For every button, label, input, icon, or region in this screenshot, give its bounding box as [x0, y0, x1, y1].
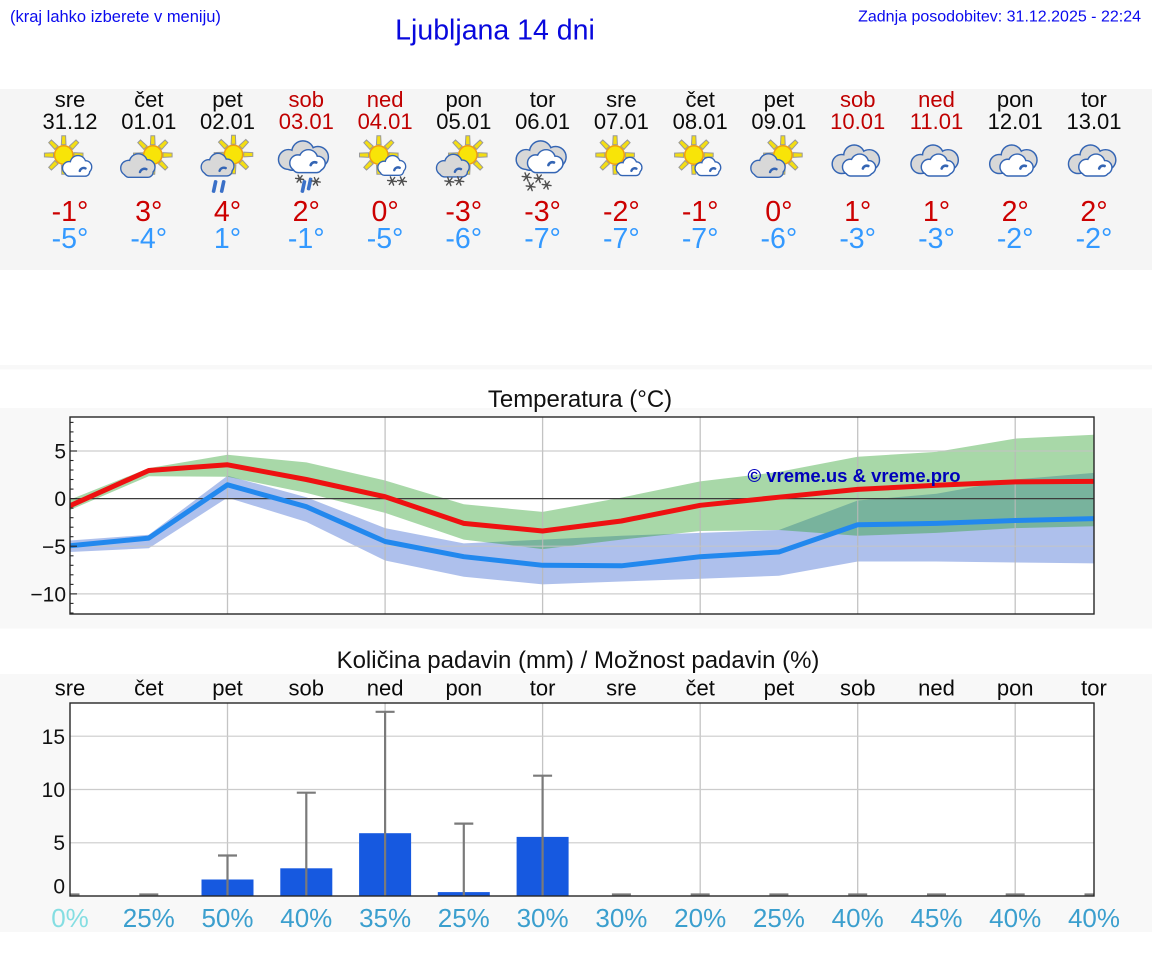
svg-text:sob: sob	[840, 676, 875, 701]
svg-text:-1°: -1°	[52, 196, 89, 228]
svg-text:40%: 40%	[989, 903, 1041, 933]
svg-text:-3°: -3°	[445, 196, 482, 228]
svg-text:1°: 1°	[923, 196, 950, 228]
svg-text:2°: 2°	[293, 196, 320, 228]
svg-text:11.01: 11.01	[910, 109, 963, 134]
svg-text:tor: tor	[530, 87, 556, 112]
svg-text:0: 0	[53, 876, 65, 899]
svg-text:06.01: 06.01	[515, 109, 570, 134]
svg-text:-5°: -5°	[367, 223, 404, 255]
svg-text:20%: 20%	[674, 903, 726, 933]
svg-text:-1°: -1°	[682, 196, 719, 228]
svg-text:31.12: 31.12	[42, 109, 97, 134]
svg-text:5: 5	[53, 832, 65, 855]
svg-text:sob: sob	[840, 87, 875, 112]
svg-text:-6°: -6°	[761, 223, 798, 255]
svg-text:3°: 3°	[135, 196, 162, 228]
svg-text:0°: 0°	[765, 196, 792, 228]
svg-text:0%: 0%	[51, 903, 89, 933]
svg-text:-2°: -2°	[997, 223, 1034, 255]
svg-text:© vreme.us & vreme.pro: © vreme.us & vreme.pro	[747, 465, 960, 486]
svg-text:01.01: 01.01	[121, 109, 176, 134]
svg-text:05.01: 05.01	[436, 109, 491, 134]
svg-text:-2°: -2°	[603, 196, 640, 228]
svg-text:Zadnja posodobitev: 31.12.2025: Zadnja posodobitev: 31.12.2025 - 22:24	[858, 9, 1141, 26]
svg-text:sre: sre	[55, 87, 86, 112]
svg-text:sre: sre	[606, 87, 637, 112]
svg-text:35%: 35%	[359, 903, 411, 933]
svg-text:30%: 30%	[595, 903, 647, 933]
svg-text:40%: 40%	[280, 903, 332, 933]
svg-text:03.01: 03.01	[279, 109, 334, 134]
svg-text:tor: tor	[530, 676, 556, 701]
svg-text:(kraj lahko izberete v meniju): (kraj lahko izberete v meniju)	[10, 8, 221, 26]
svg-text:ned: ned	[367, 676, 404, 701]
svg-text:40%: 40%	[832, 903, 884, 933]
svg-text:09.01: 09.01	[751, 109, 806, 134]
svg-text:čet: čet	[686, 676, 715, 701]
svg-text:04.01: 04.01	[358, 109, 413, 134]
svg-text:čet: čet	[686, 87, 715, 112]
svg-text:pon: pon	[445, 87, 482, 112]
svg-text:-5°: -5°	[52, 223, 89, 255]
svg-text:-4°: -4°	[130, 223, 167, 255]
svg-text:-3°: -3°	[918, 223, 955, 255]
svg-text:-3°: -3°	[839, 223, 876, 255]
svg-text:pon: pon	[445, 676, 482, 701]
svg-text:-6°: -6°	[445, 223, 482, 255]
svg-text:Količina padavin (mm) / Možnos: Količina padavin (mm) / Možnost padavin …	[337, 647, 820, 674]
svg-text:1°: 1°	[844, 196, 871, 228]
svg-text:pet: pet	[212, 87, 243, 112]
svg-text:pet: pet	[764, 676, 795, 701]
svg-text:13.01: 13.01	[1066, 109, 1121, 134]
svg-text:-7°: -7°	[524, 223, 561, 255]
svg-text:čet: čet	[134, 676, 163, 701]
svg-text:Ljubljana 14 dni: Ljubljana 14 dni	[395, 15, 595, 47]
svg-text:0: 0	[54, 488, 66, 511]
svg-text:5: 5	[54, 441, 66, 464]
svg-text:Temperatura (°C): Temperatura (°C)	[488, 386, 672, 413]
svg-text:25%: 25%	[123, 903, 175, 933]
svg-text:45%: 45%	[910, 903, 962, 933]
svg-text:10: 10	[42, 779, 65, 802]
svg-text:sre: sre	[606, 676, 637, 701]
svg-text:ned: ned	[918, 676, 955, 701]
svg-text:tor: tor	[1081, 87, 1107, 112]
svg-text:40%: 40%	[1068, 903, 1120, 933]
svg-text:30%: 30%	[517, 903, 569, 933]
svg-text:−10: −10	[30, 583, 66, 606]
svg-text:07.01: 07.01	[594, 109, 649, 134]
svg-text:−5: −5	[42, 536, 66, 559]
svg-text:sre: sre	[55, 676, 86, 701]
svg-text:08.01: 08.01	[673, 109, 728, 134]
svg-text:pon: pon	[997, 676, 1034, 701]
svg-text:-2°: -2°	[1076, 223, 1113, 255]
svg-text:pet: pet	[212, 676, 243, 701]
svg-text:-7°: -7°	[682, 223, 719, 255]
svg-text:25%: 25%	[438, 903, 490, 933]
svg-text:sob: sob	[289, 87, 324, 112]
svg-text:12.01: 12.01	[988, 109, 1043, 134]
svg-text:pet: pet	[764, 87, 795, 112]
svg-text:sob: sob	[289, 676, 324, 701]
svg-text:tor: tor	[1081, 676, 1107, 701]
svg-text:ned: ned	[367, 87, 404, 112]
svg-text:ned: ned	[918, 87, 955, 112]
svg-text:2°: 2°	[1002, 196, 1029, 228]
svg-text:-3°: -3°	[524, 196, 561, 228]
svg-text:-1°: -1°	[288, 223, 325, 255]
svg-text:2°: 2°	[1080, 196, 1107, 228]
svg-text:0°: 0°	[371, 196, 398, 228]
svg-text:15: 15	[42, 726, 65, 749]
svg-text:-7°: -7°	[603, 223, 640, 255]
svg-text:02.01: 02.01	[200, 109, 255, 134]
svg-text:1°: 1°	[214, 223, 241, 255]
svg-text:pon: pon	[997, 87, 1034, 112]
svg-text:50%: 50%	[201, 903, 253, 933]
svg-text:čet: čet	[134, 87, 163, 112]
svg-text:25%: 25%	[753, 903, 805, 933]
svg-text:10.01: 10.01	[830, 109, 885, 134]
svg-text:4°: 4°	[214, 196, 241, 228]
